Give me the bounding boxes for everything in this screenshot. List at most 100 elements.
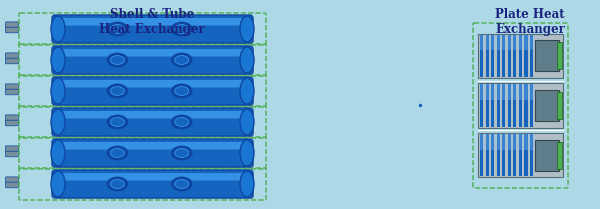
FancyBboxPatch shape xyxy=(5,177,19,182)
Bar xyxy=(513,34,517,77)
FancyBboxPatch shape xyxy=(52,15,253,43)
Ellipse shape xyxy=(172,22,192,36)
FancyBboxPatch shape xyxy=(52,77,253,105)
Bar xyxy=(502,134,505,176)
Ellipse shape xyxy=(110,149,124,157)
Bar xyxy=(518,84,522,127)
Ellipse shape xyxy=(107,115,127,129)
FancyBboxPatch shape xyxy=(58,80,247,88)
Bar xyxy=(518,134,522,176)
FancyBboxPatch shape xyxy=(478,33,563,78)
Ellipse shape xyxy=(110,118,124,126)
Bar xyxy=(557,92,562,119)
Bar xyxy=(513,134,517,176)
Ellipse shape xyxy=(107,84,127,98)
Ellipse shape xyxy=(175,180,189,188)
Ellipse shape xyxy=(110,56,124,64)
FancyBboxPatch shape xyxy=(52,46,253,74)
Bar xyxy=(480,84,484,127)
FancyBboxPatch shape xyxy=(5,53,19,59)
Ellipse shape xyxy=(51,109,65,135)
Ellipse shape xyxy=(172,54,192,67)
FancyBboxPatch shape xyxy=(478,133,563,177)
Ellipse shape xyxy=(110,87,124,95)
Bar xyxy=(557,142,562,169)
Ellipse shape xyxy=(172,146,192,160)
FancyBboxPatch shape xyxy=(58,142,247,149)
FancyBboxPatch shape xyxy=(58,173,247,181)
Text: Shell & Tube
Heat Exchanger: Shell & Tube Heat Exchanger xyxy=(99,8,205,36)
FancyBboxPatch shape xyxy=(58,49,247,56)
Bar xyxy=(508,84,511,127)
FancyBboxPatch shape xyxy=(55,111,254,137)
FancyBboxPatch shape xyxy=(58,18,247,25)
FancyBboxPatch shape xyxy=(5,89,19,95)
Bar xyxy=(508,134,511,176)
Ellipse shape xyxy=(107,22,127,36)
Ellipse shape xyxy=(175,149,189,157)
Ellipse shape xyxy=(51,78,65,104)
Ellipse shape xyxy=(175,87,189,95)
Ellipse shape xyxy=(240,78,254,104)
Bar xyxy=(480,34,535,50)
FancyBboxPatch shape xyxy=(52,139,253,167)
FancyBboxPatch shape xyxy=(478,83,563,128)
FancyBboxPatch shape xyxy=(535,140,559,171)
Ellipse shape xyxy=(172,177,192,191)
Ellipse shape xyxy=(172,115,192,129)
FancyBboxPatch shape xyxy=(5,182,19,188)
Bar xyxy=(530,84,533,127)
Bar xyxy=(485,84,489,127)
FancyBboxPatch shape xyxy=(55,80,254,106)
FancyBboxPatch shape xyxy=(52,170,253,198)
Bar xyxy=(502,34,505,77)
Bar xyxy=(513,84,517,127)
Bar xyxy=(508,34,511,77)
Bar xyxy=(502,84,505,127)
FancyBboxPatch shape xyxy=(535,40,559,71)
Bar xyxy=(530,34,533,77)
Bar xyxy=(524,84,527,127)
Ellipse shape xyxy=(240,140,254,166)
Bar xyxy=(557,42,562,69)
Ellipse shape xyxy=(51,16,65,42)
Bar xyxy=(497,84,500,127)
Ellipse shape xyxy=(240,109,254,135)
Bar xyxy=(518,34,522,77)
Ellipse shape xyxy=(240,47,254,73)
Bar xyxy=(485,134,489,176)
Ellipse shape xyxy=(107,146,127,160)
Ellipse shape xyxy=(240,171,254,197)
Ellipse shape xyxy=(175,56,189,64)
Bar xyxy=(497,34,500,77)
Bar xyxy=(497,134,500,176)
Ellipse shape xyxy=(110,180,124,188)
Bar xyxy=(480,134,484,176)
FancyBboxPatch shape xyxy=(58,111,247,119)
Ellipse shape xyxy=(240,16,254,42)
FancyBboxPatch shape xyxy=(55,173,254,199)
FancyBboxPatch shape xyxy=(5,146,19,152)
FancyBboxPatch shape xyxy=(5,115,19,121)
Bar xyxy=(480,134,535,150)
FancyBboxPatch shape xyxy=(5,22,19,28)
FancyBboxPatch shape xyxy=(55,49,254,75)
FancyBboxPatch shape xyxy=(55,142,254,168)
Ellipse shape xyxy=(107,54,127,67)
Bar xyxy=(524,34,527,77)
FancyBboxPatch shape xyxy=(5,84,19,89)
Bar xyxy=(491,84,494,127)
Bar xyxy=(491,34,494,77)
FancyBboxPatch shape xyxy=(5,151,19,157)
Ellipse shape xyxy=(172,84,192,98)
FancyBboxPatch shape xyxy=(5,27,19,33)
Ellipse shape xyxy=(51,47,65,73)
Ellipse shape xyxy=(51,171,65,197)
FancyBboxPatch shape xyxy=(535,90,559,121)
Text: Plate Heat
Exchanger: Plate Heat Exchanger xyxy=(495,8,565,36)
Bar xyxy=(480,84,535,100)
Ellipse shape xyxy=(107,177,127,191)
Bar xyxy=(524,134,527,176)
Ellipse shape xyxy=(175,118,189,126)
Ellipse shape xyxy=(110,25,124,33)
